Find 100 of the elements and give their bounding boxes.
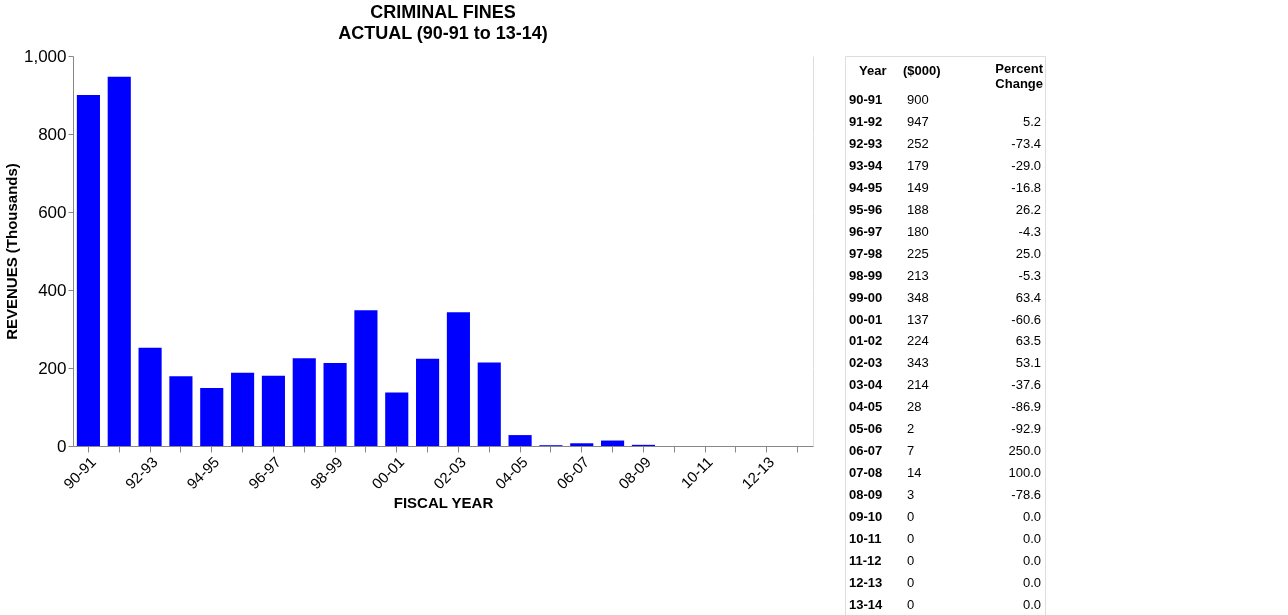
bar — [508, 435, 532, 446]
category-label: 09-10 — [849, 509, 883, 525]
category-label: 01-02 — [849, 333, 883, 349]
data-label: 28 — [907, 399, 922, 415]
category-label: 99-00 — [849, 289, 883, 305]
category-label: 92-93 — [849, 135, 883, 151]
y-tick-label: 0 — [57, 436, 67, 456]
chart-subtitle: ACTUAL (90-91 to 13-14) — [338, 23, 548, 43]
category-label: 91-92 — [849, 113, 883, 129]
data-label: 25.0 — [1015, 245, 1041, 261]
bar — [385, 392, 409, 446]
data-label: 0.0 — [1022, 597, 1041, 613]
data-label: 3 — [907, 487, 915, 503]
bar — [570, 443, 594, 446]
data-label: -78.6 — [1011, 487, 1041, 503]
data-label: 224 — [907, 333, 929, 349]
data-label: 14 — [907, 465, 922, 481]
data-label: 0 — [907, 531, 915, 547]
data-label: 100.0 — [1008, 465, 1041, 481]
y-tick-label: 1,000 — [23, 46, 67, 66]
bar — [323, 362, 347, 446]
category-label: 07-08 — [849, 465, 883, 481]
data-label: -16.8 — [1011, 179, 1041, 195]
bar — [200, 387, 224, 446]
y-tick-label: 800 — [38, 124, 67, 144]
data-label: 26.2 — [1015, 201, 1041, 217]
data-label: 343 — [907, 355, 929, 371]
bar — [477, 362, 501, 446]
data-label: 63.4 — [1015, 289, 1041, 305]
bar — [76, 95, 100, 446]
category-label: 03-04 — [849, 377, 884, 393]
text: Percent Change — [995, 61, 1044, 92]
text: ($000) — [903, 63, 941, 79]
category-label: 06-07 — [849, 443, 883, 459]
bar — [107, 76, 131, 446]
category-label: 96-97 — [849, 223, 883, 239]
data-label: 7 — [907, 443, 915, 459]
data-label: 348 — [907, 289, 929, 305]
data-label: -73.4 — [1011, 135, 1041, 151]
data-label: 2 — [907, 421, 915, 437]
category-label: 94-95 — [849, 179, 883, 195]
category-label: 04-05 — [849, 399, 883, 415]
data-label: -92.9 — [1011, 421, 1041, 437]
x-axis-title: FISCAL YEAR — [393, 494, 494, 512]
data-label: 63.5 — [1015, 333, 1041, 349]
data-label: 180 — [907, 223, 929, 239]
data-label: 149 — [907, 179, 929, 195]
y-axis-title: REVENUES (Thousands) — [2, 163, 20, 340]
bar — [231, 372, 255, 446]
data-label: 0.0 — [1022, 509, 1041, 525]
bar — [261, 375, 285, 446]
data-label: -37.6 — [1011, 377, 1041, 393]
category-label: 11-12 — [849, 553, 882, 569]
data-label: 179 — [907, 157, 929, 173]
data-label: 0 — [907, 597, 915, 613]
category-label: 08-09 — [849, 487, 883, 503]
data-label: 5.2 — [1022, 113, 1041, 129]
data-label: 250.0 — [1008, 443, 1041, 459]
category-label: 13-14 — [849, 597, 884, 613]
bar — [169, 376, 193, 446]
data-label: 188 — [907, 201, 929, 217]
category-label: 98-99 — [849, 267, 883, 283]
data-label: -4.3 — [1018, 223, 1041, 239]
data-label: 137 — [907, 311, 929, 327]
bar — [446, 312, 470, 446]
bar — [138, 347, 162, 446]
data-label: 0.0 — [1022, 575, 1041, 591]
bar — [354, 310, 378, 446]
data-label: 213 — [907, 267, 929, 283]
category-label: 00-01 — [849, 311, 883, 327]
data-label: 0 — [907, 509, 915, 525]
data-label: 900 — [907, 91, 929, 107]
category-label: 93-94 — [849, 157, 884, 173]
category-label: 12-13 — [849, 575, 883, 591]
data-label: -5.3 — [1018, 267, 1041, 283]
data-label: 252 — [907, 135, 929, 151]
chart-title: CRIMINAL FINES — [370, 2, 516, 22]
category-label: 95-96 — [849, 201, 883, 217]
text: Year — [859, 63, 887, 79]
category-label: 97-98 — [849, 245, 883, 261]
y-tick-label: 400 — [38, 280, 67, 300]
category-label: 10-11 — [849, 531, 882, 547]
data-label: 0 — [907, 553, 915, 569]
data-label: 225 — [907, 245, 929, 261]
y-tick-label: 200 — [38, 358, 67, 378]
bar — [292, 358, 316, 446]
data-label: 0.0 — [1022, 531, 1041, 547]
bar — [416, 358, 440, 446]
data-label: 0 — [907, 575, 915, 591]
category-label: 02-03 — [849, 355, 883, 371]
data-label: -60.6 — [1011, 311, 1041, 327]
y-tick-label: 600 — [38, 202, 67, 222]
data-label: -86.9 — [1011, 399, 1041, 415]
data-label: 53.1 — [1015, 355, 1041, 371]
data-label: -29.0 — [1011, 157, 1041, 173]
category-label: 90-91 — [849, 91, 883, 107]
category-label: 05-06 — [849, 421, 883, 437]
data-label: 214 — [907, 377, 929, 393]
data-label: 0.0 — [1022, 553, 1041, 569]
bar — [601, 440, 625, 446]
